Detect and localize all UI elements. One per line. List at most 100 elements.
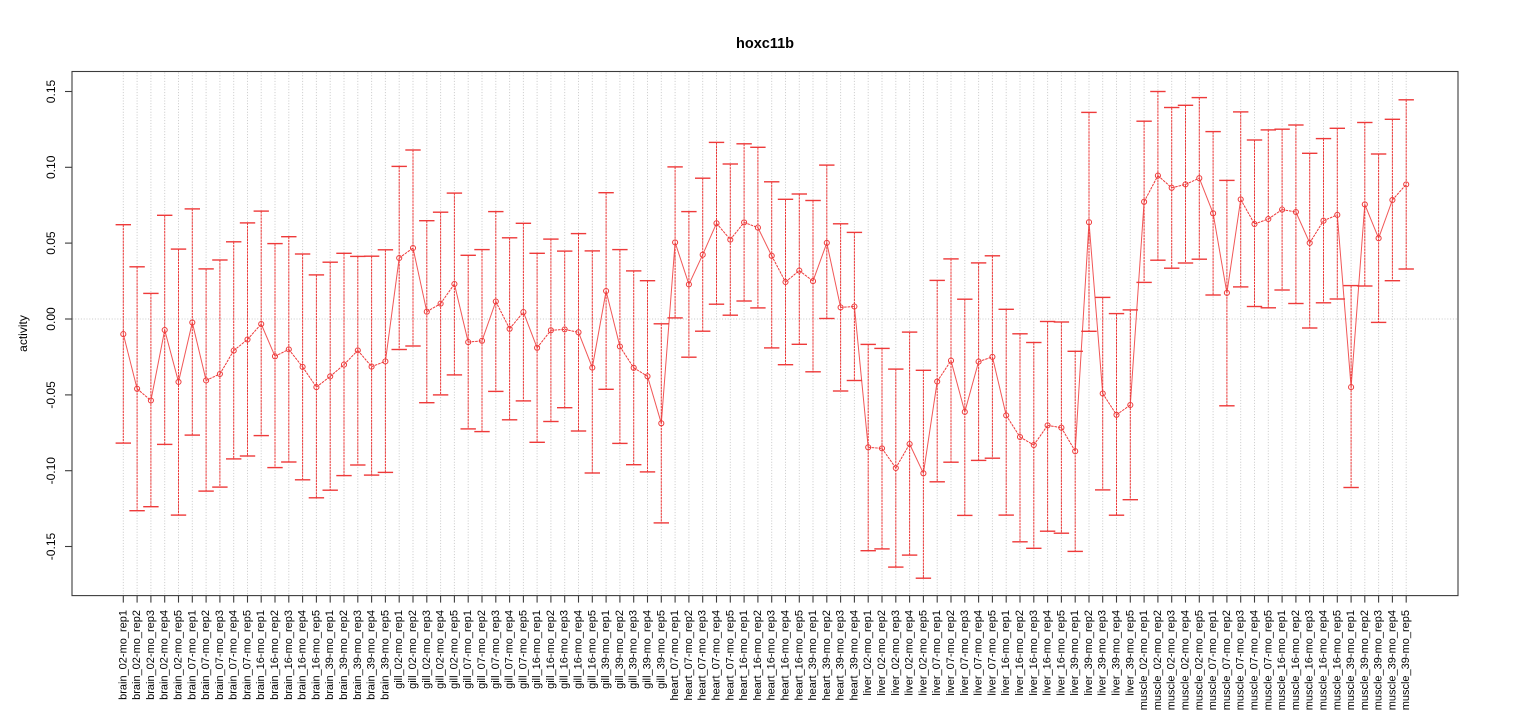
svg-text:muscle_39-mo_rep5: muscle_39-mo_rep5 [1400, 610, 1412, 710]
svg-text:muscle_07-mo_rep4: muscle_07-mo_rep4 [1249, 610, 1261, 710]
svg-text:gill_16-mo_rep2: gill_16-mo_rep2 [545, 610, 557, 689]
svg-text:heart_07-mo_rep3: heart_07-mo_rep3 [697, 610, 709, 701]
svg-text:brain_07-mo_rep5: brain_07-mo_rep5 [242, 610, 254, 700]
svg-text:gill_02-mo_rep5: gill_02-mo_rep5 [448, 610, 460, 689]
svg-text:0.00: 0.00 [44, 307, 58, 331]
svg-text:liver_16-mo_rep2: liver_16-mo_rep2 [1014, 610, 1026, 696]
svg-text:activity: activity [16, 315, 30, 352]
svg-text:gill_16-mo_rep3: gill_16-mo_rep3 [559, 610, 571, 689]
svg-text:gill_39-mo_rep4: gill_39-mo_rep4 [642, 610, 654, 689]
svg-text:muscle_02-mo_rep4: muscle_02-mo_rep4 [1180, 610, 1192, 710]
svg-text:brain_07-mo_rep4: brain_07-mo_rep4 [228, 610, 240, 700]
svg-text:gill_02-mo_rep4: gill_02-mo_rep4 [435, 610, 447, 689]
svg-text:muscle_07-mo_rep1: muscle_07-mo_rep1 [1207, 610, 1219, 710]
svg-text:gill_16-mo_rep4: gill_16-mo_rep4 [573, 610, 585, 689]
svg-text:heart_39-mo_rep3: heart_39-mo_rep3 [835, 610, 847, 701]
svg-text:liver_39-mo_rep1: liver_39-mo_rep1 [1069, 610, 1081, 696]
svg-text:brain_02-mo_rep1: brain_02-mo_rep1 [117, 610, 129, 700]
svg-text:liver_07-mo_rep2: liver_07-mo_rep2 [945, 610, 957, 696]
svg-text:gill_39-mo_rep5: gill_39-mo_rep5 [655, 610, 667, 689]
svg-text:muscle_02-mo_rep2: muscle_02-mo_rep2 [1152, 610, 1164, 710]
svg-text:gill_02-mo_rep1: gill_02-mo_rep1 [393, 610, 405, 689]
svg-text:0.05: 0.05 [44, 231, 58, 255]
svg-text:brain_16-mo_rep2: brain_16-mo_rep2 [269, 610, 281, 700]
svg-text:brain_16-mo_rep4: brain_16-mo_rep4 [297, 610, 309, 700]
svg-text:heart_07-mo_rep4: heart_07-mo_rep4 [711, 610, 723, 701]
svg-text:muscle_02-mo_rep5: muscle_02-mo_rep5 [1193, 610, 1205, 710]
svg-text:brain_02-mo_rep3: brain_02-mo_rep3 [145, 610, 157, 700]
svg-text:brain_39-mo_rep4: brain_39-mo_rep4 [366, 610, 378, 700]
svg-text:liver_39-mo_rep2: liver_39-mo_rep2 [1083, 610, 1095, 696]
svg-text:brain_07-mo_rep3: brain_07-mo_rep3 [214, 610, 226, 700]
svg-text:muscle_07-mo_rep2: muscle_07-mo_rep2 [1221, 610, 1233, 710]
svg-text:brain_02-mo_rep2: brain_02-mo_rep2 [131, 610, 143, 700]
svg-text:muscle_16-mo_rep1: muscle_16-mo_rep1 [1276, 610, 1288, 710]
svg-text:liver_16-mo_rep1: liver_16-mo_rep1 [1000, 610, 1012, 696]
svg-text:brain_16-mo_rep3: brain_16-mo_rep3 [283, 610, 295, 700]
svg-text:liver_02-mo_rep3: liver_02-mo_rep3 [890, 610, 902, 696]
svg-text:liver_16-mo_rep4: liver_16-mo_rep4 [1042, 610, 1054, 696]
svg-text:liver_07-mo_rep4: liver_07-mo_rep4 [973, 610, 985, 696]
svg-text:liver_02-mo_rep4: liver_02-mo_rep4 [904, 610, 916, 696]
svg-text:0.15: 0.15 [44, 79, 58, 103]
svg-text:gill_07-mo_rep2: gill_07-mo_rep2 [476, 610, 488, 689]
svg-text:muscle_39-mo_rep4: muscle_39-mo_rep4 [1386, 610, 1398, 710]
svg-text:-0.05: -0.05 [44, 381, 58, 409]
svg-text:muscle_07-mo_rep5: muscle_07-mo_rep5 [1262, 610, 1274, 710]
svg-text:-0.10: -0.10 [44, 457, 58, 485]
svg-text:heart_16-mo_rep5: heart_16-mo_rep5 [793, 610, 805, 701]
svg-text:gill_07-mo_rep1: gill_07-mo_rep1 [462, 610, 474, 689]
svg-text:gill_39-mo_rep1: gill_39-mo_rep1 [600, 610, 612, 689]
svg-text:brain_02-mo_rep5: brain_02-mo_rep5 [173, 610, 185, 700]
svg-text:muscle_16-mo_rep2: muscle_16-mo_rep2 [1290, 610, 1302, 710]
svg-text:muscle_16-mo_rep3: muscle_16-mo_rep3 [1304, 610, 1316, 710]
svg-text:brain_02-mo_rep4: brain_02-mo_rep4 [159, 610, 171, 700]
svg-text:muscle_39-mo_rep1: muscle_39-mo_rep1 [1345, 610, 1357, 710]
svg-text:liver_02-mo_rep2: liver_02-mo_rep2 [876, 610, 888, 696]
svg-text:brain_39-mo_rep5: brain_39-mo_rep5 [379, 610, 391, 700]
svg-text:heart_07-mo_rep5: heart_07-mo_rep5 [724, 610, 736, 701]
svg-text:muscle_39-mo_rep3: muscle_39-mo_rep3 [1373, 610, 1385, 710]
svg-text:heart_16-mo_rep2: heart_16-mo_rep2 [752, 610, 764, 701]
svg-text:brain_39-mo_rep1: brain_39-mo_rep1 [324, 610, 336, 700]
svg-text:gill_16-mo_rep1: gill_16-mo_rep1 [531, 610, 543, 689]
svg-text:liver_16-mo_rep3: liver_16-mo_rep3 [1028, 610, 1040, 696]
svg-text:brain_39-mo_rep3: brain_39-mo_rep3 [352, 610, 364, 700]
svg-text:muscle_02-mo_rep3: muscle_02-mo_rep3 [1166, 610, 1178, 710]
svg-text:gill_07-mo_rep3: gill_07-mo_rep3 [490, 610, 502, 689]
svg-text:gill_07-mo_rep5: gill_07-mo_rep5 [517, 610, 529, 689]
svg-text:heart_16-mo_rep1: heart_16-mo_rep1 [738, 610, 750, 701]
svg-text:heart_07-mo_rep1: heart_07-mo_rep1 [669, 610, 681, 701]
svg-text:gill_02-mo_rep3: gill_02-mo_rep3 [421, 610, 433, 689]
svg-text:gill_07-mo_rep4: gill_07-mo_rep4 [504, 610, 516, 689]
svg-text:brain_16-mo_rep5: brain_16-mo_rep5 [310, 610, 322, 700]
svg-text:brain_07-mo_rep1: brain_07-mo_rep1 [186, 610, 198, 700]
svg-text:liver_07-mo_rep3: liver_07-mo_rep3 [959, 610, 971, 696]
svg-text:muscle_02-mo_rep1: muscle_02-mo_rep1 [1138, 610, 1150, 710]
svg-text:heart_16-mo_rep3: heart_16-mo_rep3 [766, 610, 778, 701]
svg-text:gill_16-mo_rep5: gill_16-mo_rep5 [586, 610, 598, 689]
svg-text:liver_16-mo_rep5: liver_16-mo_rep5 [1055, 610, 1067, 696]
svg-text:muscle_16-mo_rep4: muscle_16-mo_rep4 [1318, 610, 1330, 710]
svg-text:liver_02-mo_rep1: liver_02-mo_rep1 [862, 610, 874, 696]
svg-text:hoxc11b: hoxc11b [736, 36, 794, 52]
svg-text:muscle_16-mo_rep5: muscle_16-mo_rep5 [1331, 610, 1343, 710]
svg-text:liver_02-mo_rep5: liver_02-mo_rep5 [917, 610, 929, 696]
svg-text:brain_39-mo_rep2: brain_39-mo_rep2 [338, 610, 350, 700]
svg-text:gill_02-mo_rep2: gill_02-mo_rep2 [407, 610, 419, 689]
svg-text:liver_39-mo_rep5: liver_39-mo_rep5 [1124, 610, 1136, 696]
svg-text:heart_39-mo_rep1: heart_39-mo_rep1 [807, 610, 819, 701]
svg-text:muscle_39-mo_rep2: muscle_39-mo_rep2 [1359, 610, 1371, 710]
svg-text:liver_39-mo_rep3: liver_39-mo_rep3 [1097, 610, 1109, 696]
svg-text:-0.15: -0.15 [44, 533, 58, 561]
svg-text:brain_07-mo_rep2: brain_07-mo_rep2 [200, 610, 212, 700]
svg-text:brain_16-mo_rep1: brain_16-mo_rep1 [255, 610, 267, 700]
svg-text:heart_07-mo_rep2: heart_07-mo_rep2 [683, 610, 695, 701]
svg-text:gill_39-mo_rep3: gill_39-mo_rep3 [628, 610, 640, 689]
svg-text:0.10: 0.10 [44, 155, 58, 179]
svg-text:muscle_07-mo_rep3: muscle_07-mo_rep3 [1235, 610, 1247, 710]
svg-text:heart_39-mo_rep2: heart_39-mo_rep2 [821, 610, 833, 701]
svg-text:gill_39-mo_rep2: gill_39-mo_rep2 [614, 610, 626, 689]
svg-text:liver_39-mo_rep4: liver_39-mo_rep4 [1111, 610, 1123, 696]
svg-text:heart_39-mo_rep4: heart_39-mo_rep4 [848, 610, 860, 701]
